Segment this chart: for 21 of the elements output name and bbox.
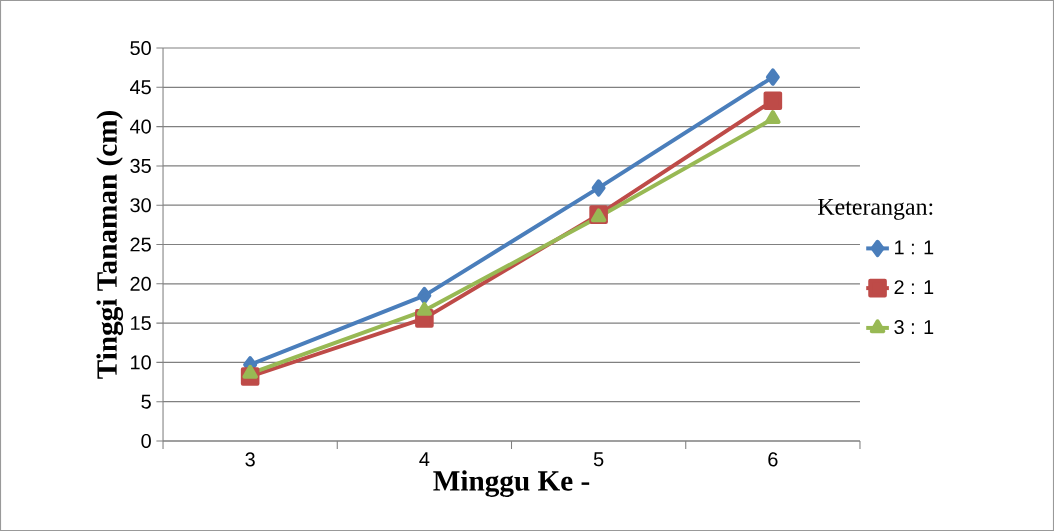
y-tick-label: 5 — [141, 394, 151, 409]
x-tick-label: 4 — [419, 452, 430, 467]
y-tick-label: 20 — [130, 276, 151, 291]
y-tick-label: 30 — [130, 198, 151, 213]
legend-label: 2 : 1 — [894, 280, 934, 295]
y-tick-label: 45 — [129, 80, 151, 95]
x-tick-label: 6 — [768, 452, 778, 467]
x-tick-label: 5 — [593, 452, 604, 467]
x-axis-title: Minggu Ke - — [433, 470, 590, 497]
legend-label: 3 : 1 — [894, 319, 934, 335]
y-tick-label: 40 — [129, 119, 151, 134]
y-tick-label: 0 — [141, 433, 151, 449]
y-axis-title: Tinggi Tanaman (cm) — [96, 111, 124, 379]
legend-label: 1 : 1 — [895, 240, 934, 255]
x-tick-label: 3 — [245, 452, 255, 467]
y-tick-label: 50 — [130, 40, 151, 56]
y-tick-label: 35 — [130, 158, 151, 173]
y-tick-label: 25 — [130, 237, 151, 252]
y-tick-label: 10 — [131, 355, 151, 370]
y-tick-label: 15 — [131, 316, 151, 331]
legend-title: Keterangan: — [818, 198, 933, 220]
